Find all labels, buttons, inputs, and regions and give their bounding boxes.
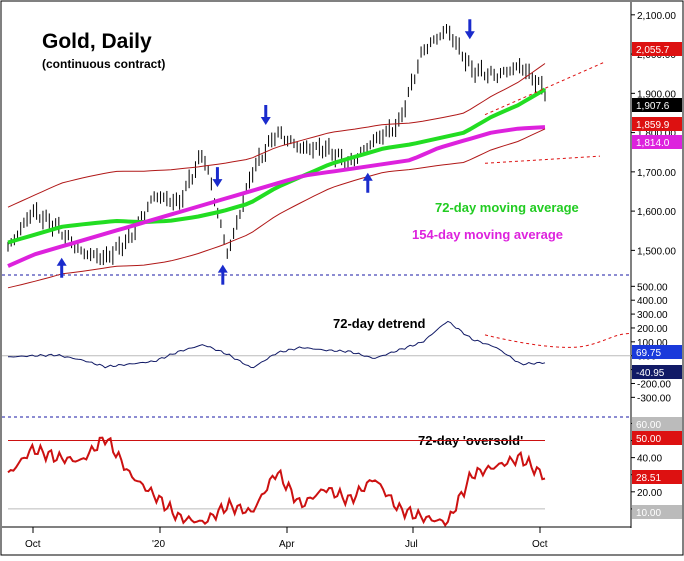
detrend-tick-label: 200.00 (637, 324, 668, 335)
x-tick-label: '20 (152, 539, 165, 550)
value-label-box (632, 98, 682, 112)
envelope-band (7, 63, 546, 208)
value-label-box (632, 135, 682, 149)
value-label-box (632, 117, 682, 131)
chart-title: Gold, Daily (42, 30, 152, 53)
annotation-72ma: 72-day moving average (435, 200, 579, 215)
value-label-box (632, 42, 682, 56)
value-label-text: 28.51 (636, 473, 661, 484)
value-label-text: 60.00 (636, 420, 661, 431)
down-arrow-marker (260, 104, 271, 125)
detrend-tick-label: 100.00 (637, 338, 668, 349)
up-arrow-marker (362, 172, 373, 193)
moving-average-line (7, 87, 547, 245)
oversold-tick-label: 20.00 (637, 488, 662, 499)
value-label-box (632, 365, 682, 379)
detrend-line (8, 320, 546, 369)
down-arrow-marker (212, 167, 223, 188)
envelope-band (7, 128, 546, 289)
detrend-tick-label: -200.00 (637, 379, 671, 390)
price-tick-label: 1,900.00 (637, 89, 676, 100)
value-label-text: 2,055.7 (636, 45, 670, 56)
value-label-text: 1,859.9 (636, 120, 670, 131)
value-label-box (632, 431, 682, 445)
value-label-text: 1,814.0 (636, 138, 670, 149)
detrend-tick-label: 500.00 (637, 282, 668, 293)
value-label-text: 10.00 (636, 508, 661, 519)
annotation-154ma: 154-day moving average (412, 227, 563, 242)
chart-subtitle: (continuous contract) (42, 57, 165, 71)
x-tick-label: Apr (279, 539, 295, 550)
value-label-text: -40.95 (636, 368, 665, 379)
price-tick-label: 1,700.00 (637, 168, 676, 179)
oversold-tick-label: 40.00 (637, 454, 662, 465)
price-tick-label: 2,100.00 (637, 11, 676, 22)
up-arrow-marker (217, 264, 228, 285)
projected-upper-band (484, 61, 606, 116)
x-tick-label: Oct (532, 539, 548, 550)
value-label-box (632, 417, 682, 431)
detrend-tick-label: -300.00 (637, 393, 671, 404)
detrend-title: 72-day detrend (333, 316, 426, 331)
projected-lower-band (484, 155, 601, 164)
price-tick-label: 1,500.00 (637, 246, 676, 257)
value-label-box (632, 345, 682, 359)
price-tick-label: 1,600.00 (637, 207, 676, 218)
detrend-tick-label: 300.00 (637, 310, 668, 321)
value-label-box (632, 505, 682, 519)
x-tick-label: Oct (25, 539, 41, 550)
x-tick-label: Jul (405, 539, 418, 550)
value-label-text: 1,907.6 (636, 101, 670, 112)
up-arrow-marker (56, 257, 67, 278)
oversold-line (7, 436, 546, 527)
detrend-projection (484, 333, 631, 348)
value-label-text: 50.00 (636, 434, 661, 445)
value-label-box (632, 470, 682, 484)
value-label-text: 69.75 (636, 348, 661, 359)
price-tick-label: 1,800.00 (637, 129, 676, 140)
detrend-tick-label: 400.00 (637, 296, 668, 307)
down-arrow-marker (464, 19, 475, 40)
moving-average-line (7, 125, 546, 268)
